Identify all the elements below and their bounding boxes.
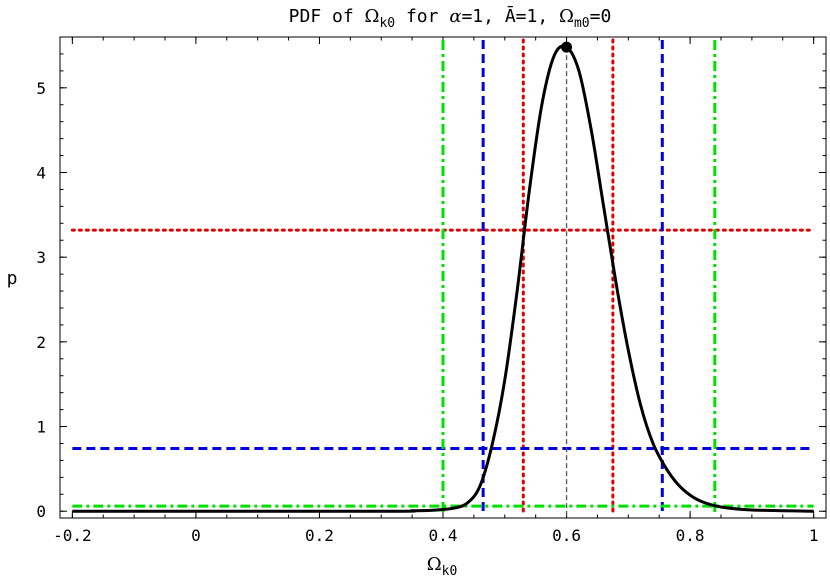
x-tick-label: -0.2 <box>53 526 92 545</box>
x-tick-label: 1 <box>809 526 819 545</box>
x-axis-label: Ωk0 <box>427 554 458 579</box>
y-tick-label: 2 <box>36 333 46 352</box>
x-tick-label: 0 <box>191 526 201 545</box>
x-tick-label: 0.4 <box>429 526 458 545</box>
y-tick-label: 5 <box>36 79 46 98</box>
x-tick-label: 0.6 <box>552 526 581 545</box>
y-tick-label: 1 <box>36 418 46 437</box>
credible-intervals <box>70 38 816 518</box>
y-tick-label: 3 <box>36 248 46 267</box>
y-tick-label: 0 <box>36 502 46 521</box>
x-tick-label: 0.8 <box>676 526 705 545</box>
y-axis-label: p <box>7 268 18 289</box>
axis-ticks: -0.2 0 0.2 0.4 0.6 0.8 1 0 1 2 3 4 5 <box>36 37 826 545</box>
chart-title: PDF of Ωk0 for α=1, Ā=1, Ωm0=0 <box>289 5 612 31</box>
peak-marker <box>561 41 573 53</box>
pdf-series <box>72 41 814 513</box>
y-tick-label: 4 <box>36 163 46 182</box>
x-tick-label: 0.2 <box>305 526 334 545</box>
pdf-curve <box>72 44 814 513</box>
